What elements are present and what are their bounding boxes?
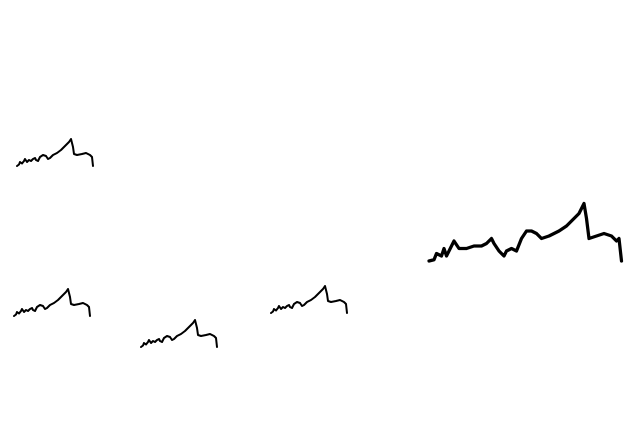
squiggle-left	[13, 288, 91, 317]
squiggle-center	[270, 285, 348, 314]
squiggle-top-left	[16, 138, 94, 167]
squiggle-bottom-middle	[140, 319, 218, 348]
squiggle-large-right	[427, 201, 624, 263]
